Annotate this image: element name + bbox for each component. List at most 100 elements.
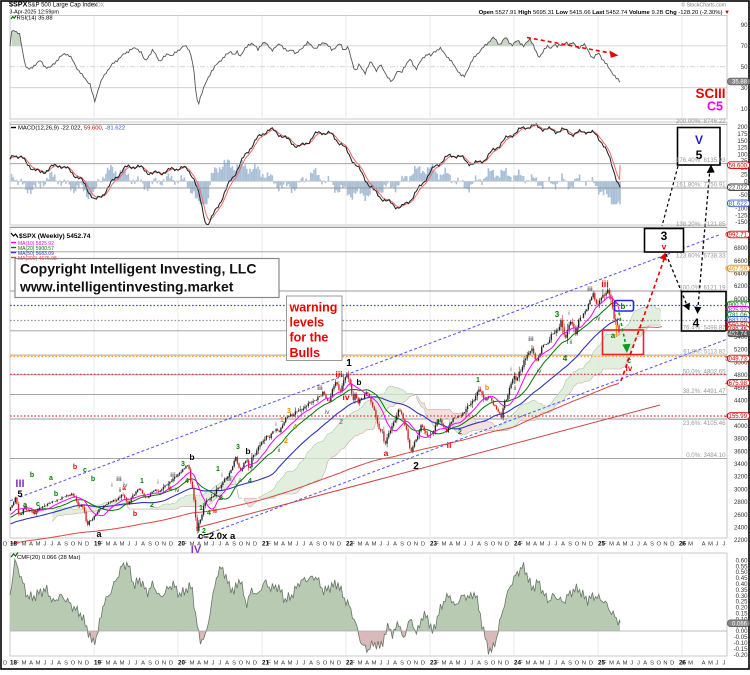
svg-text:A: A: [309, 661, 313, 667]
svg-text:J: J: [464, 542, 467, 548]
svg-text:ii: ii: [213, 508, 217, 515]
svg-text:b: b: [245, 446, 250, 456]
svg-text:J: J: [135, 661, 138, 667]
svg-text:J: J: [555, 542, 558, 548]
svg-text:J: J: [716, 542, 719, 548]
svg-text:4600: 4600: [734, 385, 748, 392]
svg-text:N: N: [663, 661, 667, 667]
svg-text:3: 3: [287, 408, 291, 415]
svg-text:Open 5527.91 High 5695.31 Low: Open 5527.91 High 5695.31 Low 5415.66 La…: [479, 10, 730, 16]
svg-text:5452.74: 5452.74: [725, 332, 747, 338]
svg-text:M: M: [372, 661, 377, 667]
svg-text:F: F: [603, 542, 607, 548]
svg-text:23: 23: [430, 541, 437, 548]
svg-text:F: F: [267, 661, 271, 667]
svg-text:N: N: [663, 542, 667, 548]
svg-text:2: 2: [150, 502, 154, 509]
svg-text:A: A: [141, 542, 145, 548]
svg-text:30: 30: [741, 85, 748, 92]
svg-text:M: M: [106, 661, 111, 667]
svg-text:F: F: [15, 661, 19, 667]
svg-text:O: O: [575, 661, 580, 667]
svg-text:3: 3: [236, 444, 240, 451]
svg-text:O: O: [71, 661, 76, 667]
svg-text:25: 25: [741, 172, 748, 179]
svg-text:MA(10) 5825.92: MA(10) 5825.92: [18, 241, 54, 247]
svg-text:CMF(20) 0.066 (28 Mar): CMF(20) 0.066 (28 Mar): [17, 555, 81, 561]
svg-text:J: J: [637, 542, 640, 548]
svg-text:A: A: [449, 542, 453, 548]
svg-text:A: A: [561, 542, 565, 548]
svg-text:b: b: [189, 452, 194, 462]
svg-text:D: D: [670, 542, 674, 548]
svg-text:N: N: [414, 661, 418, 667]
svg-text:N: N: [246, 661, 250, 667]
svg-text:5200: 5200: [734, 347, 748, 354]
svg-text:90: 90: [741, 22, 748, 29]
svg-text:S: S: [650, 542, 654, 548]
svg-text:F: F: [99, 542, 103, 548]
svg-text:A: A: [141, 661, 145, 667]
svg-text:warning: warning: [289, 301, 338, 315]
svg-text:A: A: [393, 661, 397, 667]
svg-text:iii: iii: [170, 472, 176, 479]
svg-text:1: 1: [346, 358, 352, 369]
svg-text:D: D: [253, 661, 257, 667]
svg-text:O: O: [491, 542, 496, 548]
svg-text:2200: 2200: [734, 537, 748, 544]
svg-text:b: b: [133, 511, 137, 518]
svg-text:150: 150: [737, 138, 748, 145]
svg-text:A: A: [643, 542, 647, 548]
svg-text:200.00%: 8746.22: 200.00%: 8746.22: [676, 118, 726, 125]
svg-text:F: F: [99, 661, 103, 667]
svg-text:Bulls: Bulls: [290, 346, 321, 360]
svg-text:-125: -125: [735, 212, 748, 219]
svg-text:A: A: [365, 661, 369, 667]
svg-text:J: J: [380, 542, 383, 548]
svg-text:O: O: [575, 542, 580, 548]
svg-text:J: J: [128, 542, 131, 548]
svg-text:A: A: [57, 661, 61, 667]
svg-text:i: i: [111, 482, 112, 489]
svg-text:O: O: [491, 661, 496, 667]
svg-text:F: F: [183, 542, 187, 548]
svg-text:S: S: [148, 661, 152, 667]
svg-text:A: A: [643, 661, 647, 667]
svg-text:A: A: [197, 661, 201, 667]
svg-text:F: F: [682, 542, 686, 548]
svg-text:21: 21: [262, 660, 269, 667]
svg-text:M: M: [204, 542, 209, 548]
svg-text:S: S: [400, 542, 404, 548]
svg-text:10: 10: [741, 106, 748, 113]
svg-text:M: M: [609, 661, 614, 667]
svg-text:O: O: [407, 661, 412, 667]
svg-text:A: A: [702, 661, 706, 667]
svg-text:ii: ii: [447, 440, 452, 450]
svg-text:N: N: [498, 661, 502, 667]
svg-text:1: 1: [216, 466, 220, 473]
svg-text:D: D: [3, 661, 7, 667]
svg-text:i: i: [157, 479, 158, 486]
svg-text:18: 18: [10, 541, 17, 548]
svg-text:4400: 4400: [734, 398, 748, 405]
svg-text:3-Apr-2025 12:59pm: 3-Apr-2025 12:59pm: [9, 10, 59, 16]
svg-text:S: S: [484, 661, 488, 667]
svg-text:J: J: [464, 661, 467, 667]
svg-text:3000: 3000: [734, 486, 748, 493]
svg-text:A: A: [561, 661, 565, 667]
svg-text:SCIII: SCIII: [695, 86, 725, 101]
svg-text:J: J: [548, 542, 551, 548]
svg-text:F: F: [519, 542, 523, 548]
svg-text:MA(200) 4675.98: MA(200) 4675.98: [18, 256, 57, 262]
svg-text:2600: 2600: [734, 512, 748, 519]
svg-text:-0.05: -0.05: [734, 634, 749, 641]
svg-text:F: F: [682, 661, 686, 667]
svg-text:iii: iii: [116, 476, 122, 483]
svg-text:1: 1: [199, 505, 203, 512]
svg-text:iv: iv: [123, 482, 128, 489]
svg-text:0.50: 0.50: [736, 569, 748, 576]
svg-text:iii: iii: [601, 279, 609, 289]
svg-text:O: O: [239, 542, 244, 548]
svg-text:O: O: [71, 542, 76, 548]
svg-text:123.60%: 6738.33: 123.60%: 6738.33: [676, 253, 726, 260]
